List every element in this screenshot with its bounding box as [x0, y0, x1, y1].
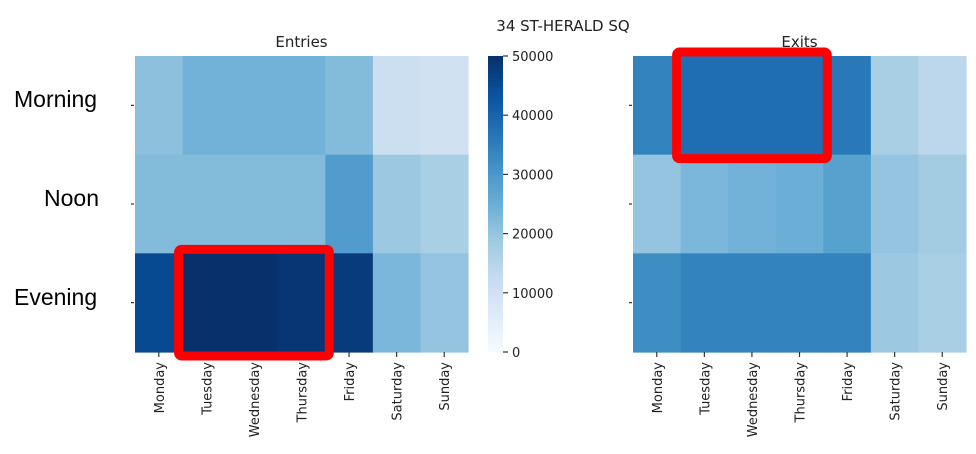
- heatmap-cell: [918, 154, 967, 254]
- highlight-box: [174, 244, 334, 361]
- heatmap-cell: [230, 56, 279, 156]
- x-tick-label: Sunday: [936, 362, 951, 411]
- colorbar: 0 10000 20000 30000 40000 50000: [488, 50, 553, 361]
- heatmap-cell: [680, 253, 729, 353]
- heatmap-cell: [230, 253, 279, 353]
- heatmap-cell: [870, 56, 920, 156]
- x-tick-label: Friday: [343, 362, 358, 402]
- row-label-evening: Evening: [14, 284, 98, 310]
- heatmap-cell: [823, 253, 872, 353]
- colorbar-tick-label: 50000: [512, 50, 553, 65]
- heatmap-cell: [728, 253, 777, 353]
- heatmap-cell: [230, 154, 279, 254]
- heatmap-cell: [918, 253, 967, 353]
- x-tick-label: Sunday: [438, 362, 453, 411]
- heatmap-cell: [277, 253, 326, 353]
- heatmap-cell: [775, 56, 824, 156]
- panel-title: Entries: [275, 33, 327, 51]
- heatmap-panel-entries: Entries Monday Tuesday Wednesday Thursday Fri…: [131, 33, 469, 437]
- x-tick-label: Tuesday: [698, 362, 713, 416]
- heatmap-cell: [325, 56, 374, 156]
- heatmap-cell: [728, 56, 777, 156]
- x-tick-label: Thursday: [296, 362, 311, 424]
- heatmap-cell: [372, 56, 422, 156]
- colorbar-tick-label: 20000: [512, 228, 553, 243]
- heatmap-cell: [325, 154, 374, 254]
- heatmap-cell: [775, 253, 824, 353]
- colorbar-tick-label: 40000: [512, 109, 553, 124]
- heatmap-cell: [870, 154, 920, 254]
- colorbar-gradient: [488, 56, 503, 352]
- heatmap-cell: [823, 154, 872, 254]
- heatmap-cell: [277, 154, 326, 254]
- heatmap-cell: [918, 56, 967, 156]
- panel-title: Exits: [781, 33, 817, 51]
- colorbar-tick-label: 10000: [512, 287, 553, 302]
- heatmap-cell: [372, 154, 422, 254]
- heatmap-cell: [420, 154, 469, 254]
- heatmap-cell: [633, 154, 682, 254]
- heatmap-cell: [728, 154, 777, 254]
- x-tick-label: Thursday: [794, 362, 809, 424]
- heatmap-cell: [135, 56, 184, 156]
- colorbar-tick-label: 30000: [512, 168, 553, 183]
- heatmap-cell: [633, 253, 682, 353]
- colorbar-tick-label: 0: [512, 346, 520, 361]
- heatmap-cell: [182, 154, 231, 254]
- heatmap-cell: [182, 253, 231, 353]
- x-tick-label: Monday: [651, 362, 666, 414]
- x-tick-label: Friday: [841, 362, 856, 402]
- heatmap-cell: [420, 253, 469, 353]
- heatmap-cell: [775, 154, 824, 254]
- heatmap-cell: [372, 253, 422, 353]
- heatmap-cell: [680, 154, 729, 254]
- x-tick-label: Wednesday: [248, 362, 263, 438]
- highlight-box: [672, 47, 832, 164]
- heatmap-cell: [277, 56, 326, 156]
- x-tick-label: Saturday: [391, 362, 406, 421]
- x-tick-label: Saturday: [889, 362, 904, 421]
- heatmap-cell: [680, 56, 729, 156]
- x-tick-label: Tuesday: [200, 362, 215, 416]
- heatmap-cell: [420, 56, 469, 156]
- x-tick-label: Monday: [153, 362, 168, 414]
- x-tick-label: Wednesday: [746, 362, 761, 438]
- heatmap-panel-exits: Exits Monday Tuesday Wednesday Thursday Frida…: [629, 33, 967, 437]
- row-label-noon: Noon: [44, 185, 99, 211]
- row-label-morning: Morning: [14, 86, 98, 112]
- heatmap-cell: [870, 253, 920, 353]
- heatmap-cell: [182, 56, 231, 156]
- chart-suptitle: 34 ST-HERALD SQ: [496, 17, 629, 35]
- heatmap-cell: [135, 154, 184, 254]
